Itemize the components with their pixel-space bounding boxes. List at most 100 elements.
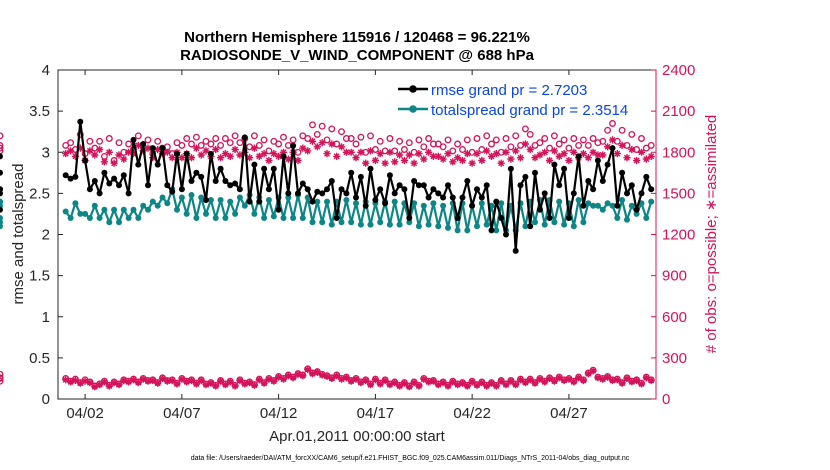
rmse-point [86, 186, 93, 193]
obs-assimilated-point [565, 156, 573, 165]
obs-assimilated-bottom-point [434, 381, 442, 389]
rmse-point [304, 186, 311, 193]
obs-assimilated-bottom-point [468, 378, 476, 386]
obs-assimilated-bottom-point [541, 378, 549, 386]
obs-possible-point [521, 125, 529, 133]
rmse-point [522, 173, 529, 180]
obs-possible-point [352, 140, 360, 148]
obs-assimilated-point [352, 154, 360, 162]
rmse-point [517, 182, 524, 189]
totalspread-point [207, 197, 214, 203]
totalspread-point [82, 210, 89, 217]
obs-assimilated-bottom-point [270, 377, 278, 385]
obs-assimilated-bottom-point [584, 370, 592, 378]
rmse-point [614, 202, 621, 209]
totalspread-point [357, 221, 364, 228]
obs-assimilated-point [589, 148, 597, 156]
totalspread-point [188, 192, 195, 198]
obs-possible-point [318, 122, 326, 130]
totalspread-point [343, 197, 350, 203]
obs-assimilated-point [110, 159, 118, 167]
rmse-point [309, 198, 316, 205]
obs-assimilated-point [434, 152, 442, 160]
obs-assimilated-bottom-point [110, 378, 118, 387]
rmse-point [648, 186, 655, 193]
obs-assimilated-point [449, 158, 457, 166]
totalspread-point [648, 198, 655, 205]
obs-assimilated-point [241, 148, 249, 156]
obs-assimilated-bottom-point [333, 372, 341, 380]
obs-assimilated-bottom-point [197, 376, 205, 385]
totalspread-point [628, 202, 635, 209]
obs-assimilated-point [284, 155, 292, 163]
obs-assimilated-bottom-point [454, 381, 462, 389]
obs-assimilated-bottom-point [546, 374, 554, 382]
y-tick-label-left: 3 [42, 144, 50, 161]
obs-possible-point [178, 141, 186, 149]
obs-assimilated-bottom-point [139, 375, 147, 383]
rmse-point [343, 190, 350, 197]
rmse-point [125, 190, 132, 197]
obs-assimilated-point [502, 148, 510, 156]
obs-assimilated-bottom-point [96, 381, 104, 389]
obs-assimilated-bottom-point [71, 376, 79, 385]
obs-assimilated-point [454, 154, 462, 162]
rmse-point [609, 145, 616, 152]
obs-assimilated-point [100, 158, 108, 166]
obs-assimilated-point [217, 154, 225, 162]
totalspread-point [299, 215, 306, 221]
obs-assimilated-point [328, 140, 336, 148]
totalspread-point [425, 221, 432, 228]
obs-possible-bottom-point [0, 370, 4, 378]
obs-possible-bottom-point [0, 377, 4, 385]
rmse-point [72, 173, 79, 180]
obs-possible-point [260, 136, 268, 144]
obs-assimilated-point [420, 155, 428, 163]
y-tick-label-left: 2.5 [29, 185, 50, 202]
totalspread-point [72, 200, 79, 207]
rmse-point [0, 206, 3, 213]
totalspread-point [411, 200, 418, 207]
totalspread-point [493, 227, 500, 234]
totalspread-point [633, 210, 640, 217]
obs-assimilated-bottom-point [429, 377, 437, 385]
rmse-point [590, 186, 597, 193]
legend-rmse-marker [409, 85, 417, 93]
obs-assimilated-bottom-point [202, 381, 210, 389]
totalspread-point [140, 202, 147, 209]
obs-assimilated-bottom-point [400, 379, 408, 387]
totalspread-point [599, 206, 606, 213]
rmse-point [536, 206, 543, 213]
obs-assimilated-point [618, 141, 626, 149]
obs-assimilated-point [497, 159, 505, 167]
obs-assimilated-bottom-point [352, 375, 360, 383]
obs-assimilated-bottom-point [439, 378, 447, 387]
obs-assimilated-bottom-point [91, 383, 99, 391]
obs-assimilated-point [221, 150, 229, 158]
obs-assimilated-bottom-point [526, 376, 534, 384]
rmse-point [551, 161, 558, 168]
legend-spread-label: totalspread grand pr = 2.3514 [431, 102, 628, 119]
obs-assimilated-point [550, 147, 558, 155]
totalspread-point [435, 223, 442, 230]
obs-assimilated-bottom-point [628, 378, 636, 386]
y-axis-label-right: # of obs: o=possible; ∗=assimilated [703, 115, 720, 354]
y-tick-label-left: 3.5 [29, 103, 50, 120]
obs-assimilated-point [425, 148, 433, 156]
totalspread-point [0, 215, 3, 221]
obs-assimilated-point [178, 154, 186, 162]
rmse-point [198, 173, 205, 180]
obs-assimilated-point [386, 148, 394, 156]
chart-title: Northern Hemisphere 115916 / 120468 = 96… [184, 29, 530, 46]
totalspread-point [483, 221, 490, 228]
totalspread-point [135, 215, 142, 221]
obs-possible-point [444, 136, 452, 144]
obs-assimilated-bottom-point [294, 370, 302, 378]
rmse-point [295, 190, 301, 197]
totalspread-point [594, 202, 601, 209]
obs-assimilated-bottom-point [144, 377, 152, 385]
chart-subtitle: RADIOSONDE_V_WIND_COMPONENT @ 688 hPa [180, 47, 535, 64]
totalspread-point [86, 215, 93, 221]
obs-assimilated-point [396, 151, 404, 159]
totalspread-point [556, 198, 563, 205]
